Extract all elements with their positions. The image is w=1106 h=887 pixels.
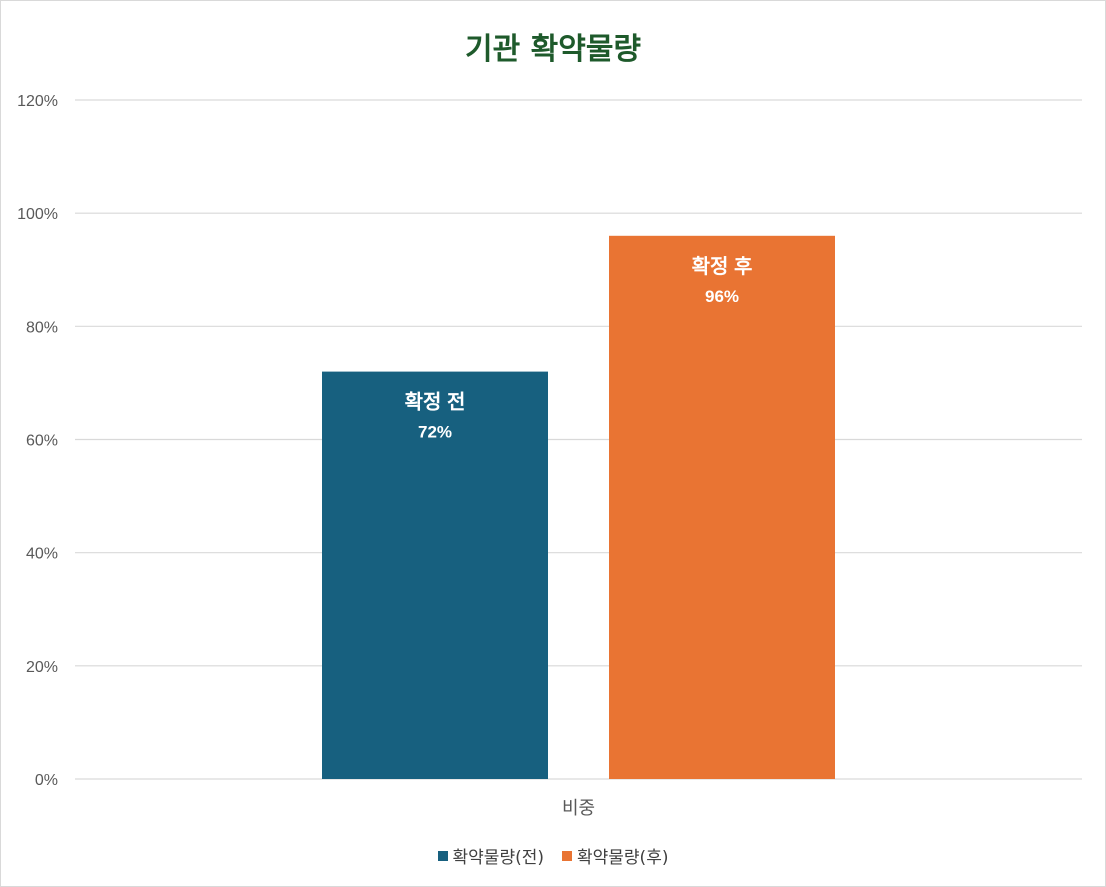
y-tick-label: 0% [35,772,58,789]
legend-label: 확약물량(전) [452,848,544,868]
legend: 확약물량(전) 확약물량(후) [0,843,1106,868]
legend-swatch [562,850,572,861]
y-tick-label: 120% [17,93,58,110]
y-tick-label: 20% [26,659,58,676]
bar-1 [322,371,548,779]
legend-item: 확약물량(전) [437,843,544,868]
legend-swatch [437,850,448,861]
x-axis-tick-labels: 비중 [562,798,595,818]
bar-2 [609,235,835,780]
y-tick-label: 80% [26,319,58,336]
data-label-name: 확정 후 [692,254,753,278]
data-label-name: 확정 전 [405,390,466,414]
gridlines [75,99,1082,780]
y-tick-label: 100% [17,206,58,223]
data-label-value: 96% [705,287,739,306]
y-tick-label: 40% [26,546,58,563]
y-tick-label: 60% [26,433,58,450]
legend-label: 확약물량(후) [577,848,669,868]
chart-title: 기관 확약물량 [464,32,642,67]
y-axis-tick-labels: 0% 20% 40% 60% 80% 100% 120% [17,93,58,789]
legend-item: 확약물량(후) [562,843,668,868]
data-label-value: 72% [418,423,452,442]
bars: 확정 전 72% 확정 후 96% [322,235,835,780]
x-tick-label: 비중 [562,798,595,818]
